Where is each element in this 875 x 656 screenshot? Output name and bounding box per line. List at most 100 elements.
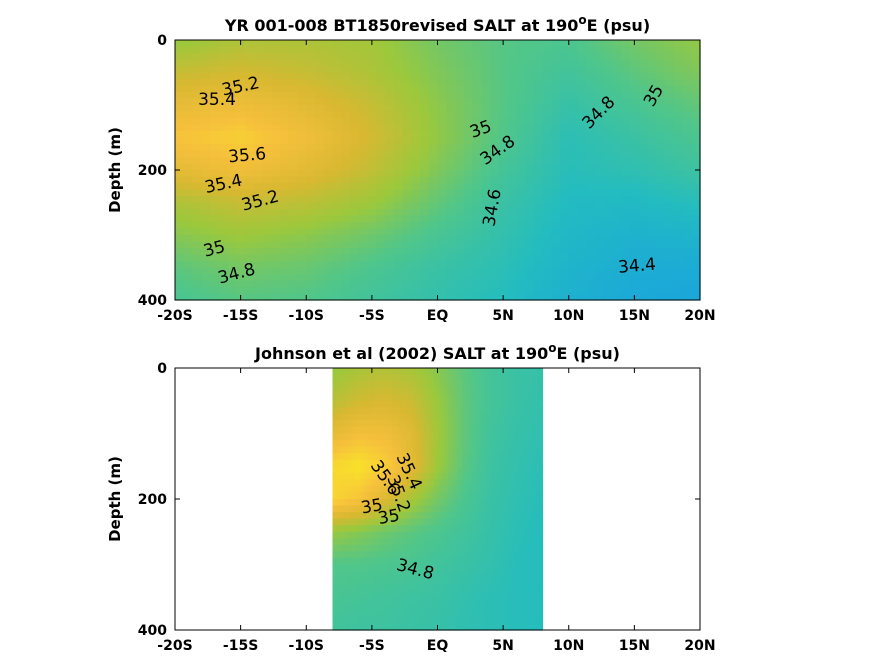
field-cell xyxy=(500,538,505,546)
field-cell xyxy=(441,485,446,494)
field-cell xyxy=(448,381,453,389)
field-cell xyxy=(423,420,428,428)
field-cell xyxy=(551,261,561,269)
field-cell xyxy=(525,92,535,100)
field-cell xyxy=(385,59,395,67)
field-cell xyxy=(472,368,477,376)
field-cell xyxy=(595,235,605,243)
field-cell xyxy=(427,459,432,467)
field-cell xyxy=(507,368,512,376)
field-cell xyxy=(409,623,414,631)
field-cell xyxy=(656,235,666,243)
field-cell xyxy=(399,571,404,579)
field-cell xyxy=(385,571,390,579)
field-cell xyxy=(420,196,430,204)
field-cell xyxy=(395,551,400,559)
field-cell xyxy=(437,137,447,145)
field-cell xyxy=(399,387,404,395)
field-cell xyxy=(392,564,397,572)
field-cell xyxy=(423,479,428,487)
field-cell xyxy=(378,590,383,598)
field-cell xyxy=(486,440,491,448)
field-cell xyxy=(476,492,481,500)
field-cell xyxy=(516,235,526,243)
field-cell xyxy=(528,584,533,592)
field-cell xyxy=(427,505,432,513)
field-cell xyxy=(612,261,622,269)
field-cell xyxy=(385,53,395,61)
field-cell xyxy=(638,163,649,171)
field-cell xyxy=(306,59,316,67)
field-cell xyxy=(497,413,502,421)
field-cell xyxy=(444,446,449,454)
field-cell xyxy=(465,492,470,500)
field-cell xyxy=(586,163,596,171)
field-cell xyxy=(360,590,365,598)
field-cell xyxy=(437,98,447,106)
field-cell xyxy=(434,623,439,631)
field-cell xyxy=(673,189,684,197)
field-cell xyxy=(192,189,202,197)
field-cell xyxy=(376,209,386,217)
field-cell xyxy=(568,79,579,87)
field-cell xyxy=(462,368,467,376)
field-cell xyxy=(183,40,194,48)
field-cell xyxy=(682,98,692,106)
field-cell xyxy=(493,433,498,441)
field-cell xyxy=(341,40,351,48)
field-cell xyxy=(532,584,537,592)
field-cell xyxy=(630,228,640,236)
field-cell xyxy=(507,254,517,262)
field-cell xyxy=(385,544,390,552)
field-cell xyxy=(656,202,666,210)
field-cell xyxy=(358,79,369,87)
field-cell xyxy=(437,394,442,402)
field-cell xyxy=(533,111,544,119)
field-cell xyxy=(367,124,377,132)
field-cell xyxy=(603,105,614,113)
field-cell xyxy=(402,157,412,165)
field-cell xyxy=(192,124,202,132)
field-cell xyxy=(183,170,194,178)
field-cell xyxy=(577,241,587,249)
field-cell xyxy=(691,66,701,74)
field-cell xyxy=(514,446,519,454)
field-cell xyxy=(463,111,474,119)
field-cell xyxy=(525,590,530,598)
field-cell xyxy=(430,453,435,461)
field-cell xyxy=(385,118,395,126)
field-cell xyxy=(423,413,428,421)
field-cell xyxy=(472,66,482,74)
field-cell xyxy=(360,440,365,448)
field-cell xyxy=(493,459,498,467)
field-cell xyxy=(402,254,412,262)
field-cell xyxy=(500,479,505,487)
field-cell xyxy=(339,512,344,520)
field-cell xyxy=(638,131,649,139)
field-cell xyxy=(218,98,229,106)
field-cell xyxy=(446,98,456,106)
field-cell xyxy=(441,564,446,572)
field-cell xyxy=(271,98,281,106)
field-cell xyxy=(486,433,491,441)
field-cell xyxy=(253,202,264,210)
field-cell xyxy=(521,590,526,598)
field-cell xyxy=(691,287,701,295)
field-cell xyxy=(392,413,397,421)
field-cell xyxy=(427,512,432,520)
field-cell xyxy=(525,368,530,376)
field-cell xyxy=(271,196,281,204)
field-cell xyxy=(551,144,561,152)
field-cell xyxy=(479,597,484,605)
field-cell xyxy=(682,118,692,126)
field-cell xyxy=(673,287,684,295)
field-cell xyxy=(507,616,512,625)
field-cell xyxy=(385,222,395,230)
field-cell xyxy=(364,400,369,408)
field-cell xyxy=(297,105,307,113)
field-cell xyxy=(336,499,341,507)
field-cell xyxy=(500,472,505,480)
field-cell xyxy=(346,577,351,585)
field-cell xyxy=(656,261,666,269)
field-cell xyxy=(280,261,290,269)
